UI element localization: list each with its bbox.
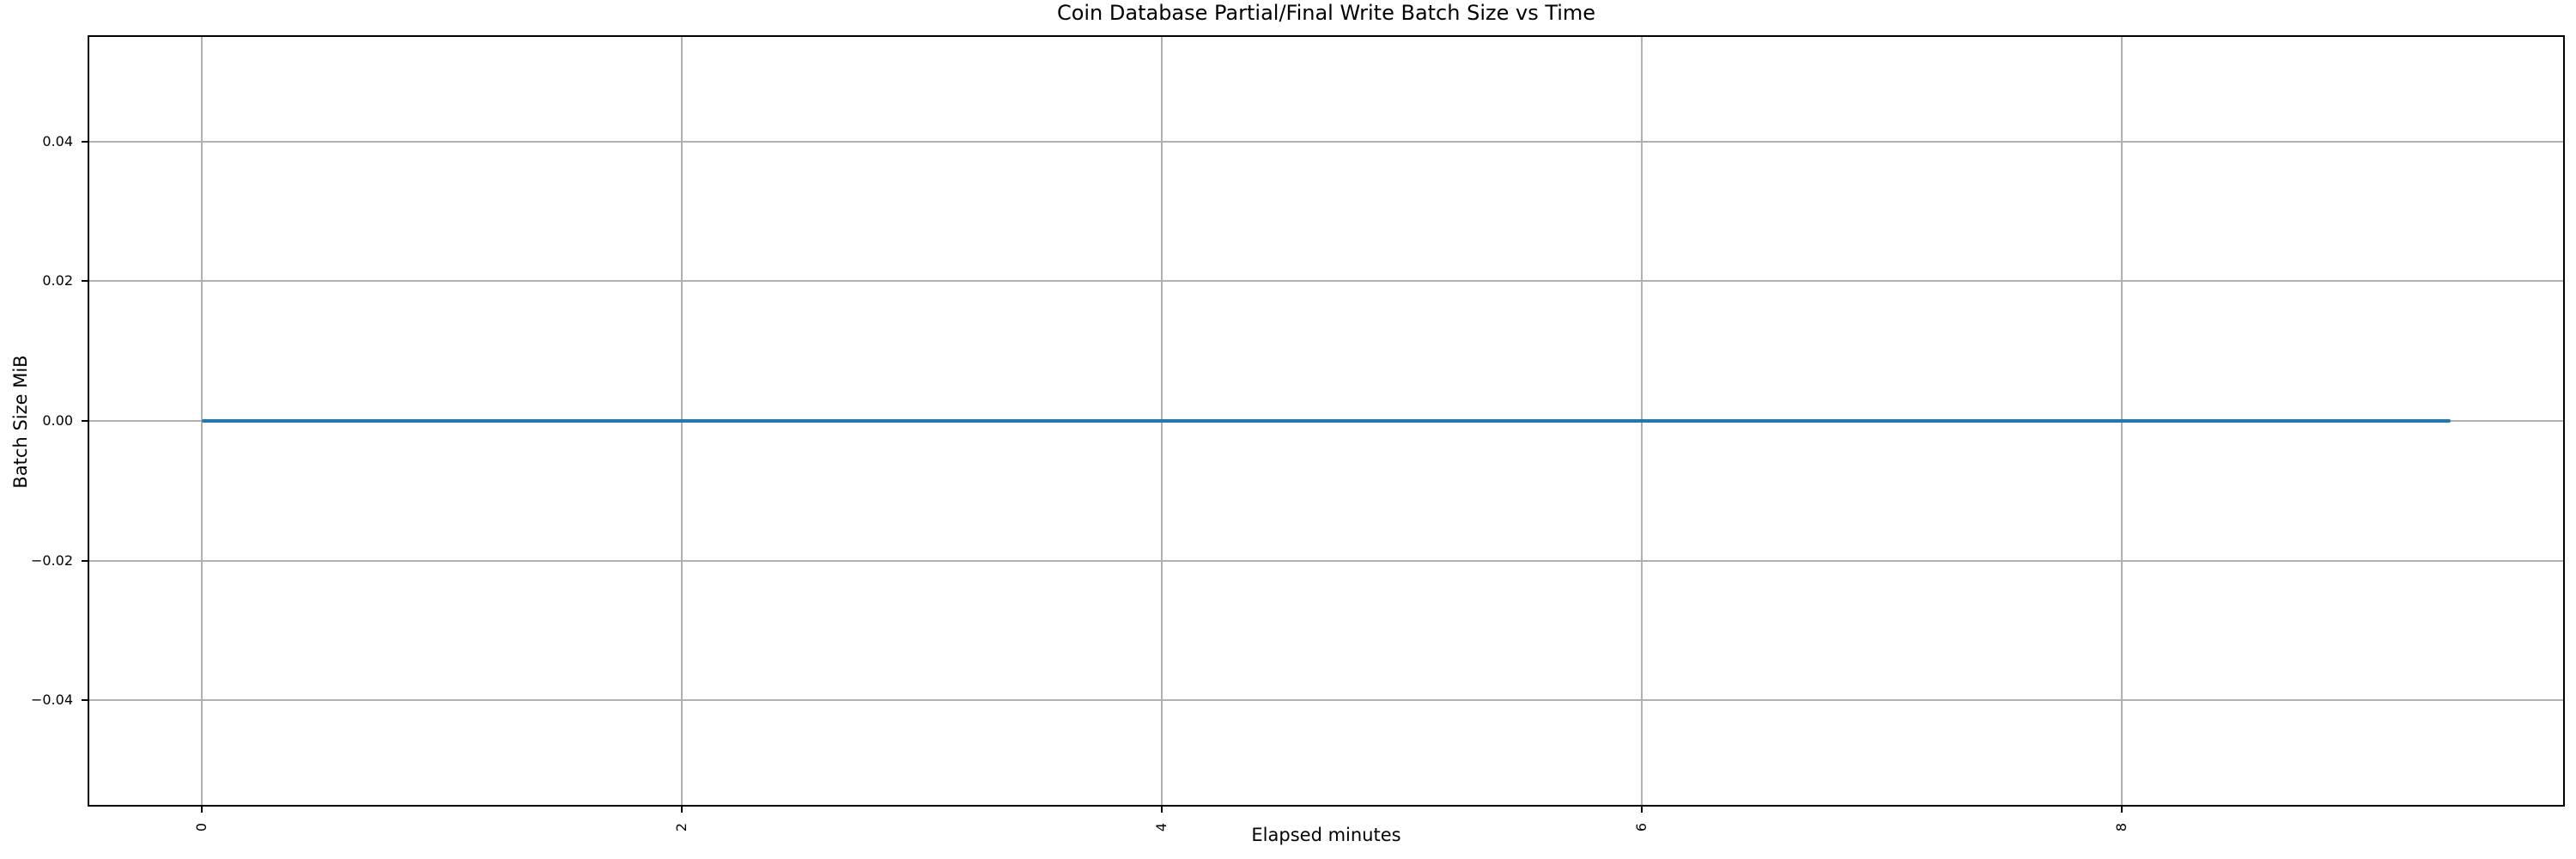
y-gridline [89, 699, 2563, 702]
x-tick-mark [1640, 805, 1643, 813]
plot-area [88, 35, 2565, 807]
y-tick-label: −0.02 [30, 551, 73, 569]
x-tick-mark [681, 805, 683, 813]
y-gridline [89, 140, 2563, 143]
y-tick-label: 0.04 [42, 132, 73, 149]
y-gridline [89, 280, 2563, 283]
series-line-segment [202, 419, 2451, 423]
x-tick-mark [1161, 805, 1163, 813]
y-tick-mark [82, 280, 89, 283]
x-tick-label: 0 [193, 822, 210, 832]
x-tick-label: 8 [2112, 822, 2129, 832]
y-tick-mark [82, 140, 89, 143]
y-tick-label: 0.02 [42, 272, 73, 289]
x-tick-mark [2120, 805, 2123, 813]
x-tick-label: 6 [1632, 822, 1649, 832]
x-tick-label: 4 [1153, 822, 1170, 832]
x-tick-mark [201, 805, 204, 813]
y-tick-mark [82, 699, 89, 702]
y-tick-mark [82, 559, 89, 562]
y-tick-mark [82, 420, 89, 422]
x-axis-label: Elapsed minutes [1251, 825, 1401, 845]
x-tick-label: 2 [673, 822, 690, 832]
y-tick-label: 0.00 [42, 412, 73, 429]
chart-title: Coin Database Partial/Final Write Batch … [1056, 1, 1596, 25]
y-gridline [89, 559, 2563, 562]
y-tick-label: −0.04 [30, 691, 73, 709]
